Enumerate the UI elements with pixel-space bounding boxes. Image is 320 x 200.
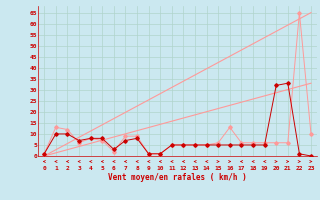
- X-axis label: Vent moyen/en rafales ( km/h ): Vent moyen/en rafales ( km/h ): [108, 174, 247, 183]
